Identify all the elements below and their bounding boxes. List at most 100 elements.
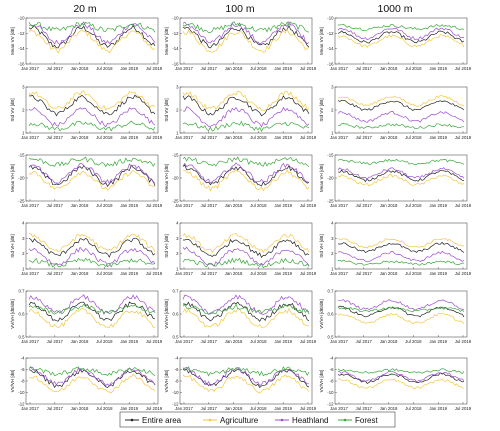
series-line: [182, 232, 310, 254]
x-tick-label: Jan 2017: [21, 135, 39, 140]
y-tick-label: 4: [22, 221, 25, 226]
plot-area: [334, 357, 468, 405]
x-tick-label: Jul 2017: [356, 406, 373, 411]
y-tick-label: -6: [330, 367, 334, 372]
y-tick-label: -25: [327, 199, 334, 204]
series-line: [182, 95, 310, 117]
y-tick-label: 1: [176, 267, 179, 272]
x-tick-label: Jan 2019: [274, 135, 292, 140]
y-tick-label: -15: [327, 153, 334, 158]
x-tick-label: Jan 2017: [330, 406, 348, 411]
y-axis-label: VV/VH [dB]: [164, 370, 169, 393]
x-tick-label: Jul 2017: [47, 135, 64, 140]
y-tick-label: 3: [22, 85, 25, 90]
y-tick-label: 1: [22, 131, 25, 136]
x-tick-label: Jan 2017: [175, 271, 193, 276]
x-tick-label: Jul 2019: [300, 135, 317, 140]
series-line: [28, 164, 156, 187]
y-tick-label: -14: [327, 46, 334, 51]
series-line: [182, 21, 310, 33]
x-tick-label: Jan 2018: [71, 203, 89, 208]
y-tick-label: -10: [18, 390, 25, 395]
series-line: [183, 301, 310, 323]
y-axis-label: Std VV [dB]: [10, 98, 15, 121]
subplot: 1 2 3 Std VV [dB] Jan 2017 Jul 2017 Jan 2018 Ju…: [164, 85, 317, 141]
series-line: [182, 24, 310, 49]
subplot: -25 -20 -15 Mean VH [dB] Jan 2017 Jul 2017 Jan…: [164, 153, 317, 209]
x-tick-label: Jul 2018: [96, 339, 113, 344]
series-line: [28, 163, 156, 185]
y-tick-label: -20: [327, 176, 334, 181]
series-line: [337, 174, 465, 187]
y-tick-label: 1: [331, 267, 334, 272]
y-tick-label: 2: [22, 251, 25, 256]
x-tick-label: Jul 2019: [300, 271, 317, 276]
x-tick-label: Jul 2017: [201, 406, 218, 411]
x-tick-label: Jul 2019: [300, 339, 317, 344]
x-tick-label: Jul 2018: [250, 406, 267, 411]
x-tick-label: Jan 2018: [71, 66, 89, 71]
y-tick-label: -25: [18, 199, 25, 204]
x-tick-label: Jan 2019: [274, 339, 292, 344]
y-tick-label: 1: [331, 131, 334, 136]
x-tick-label: Jan 2019: [429, 271, 447, 276]
y-tick-label: -10: [327, 390, 334, 395]
x-tick-label: Jul 2017: [47, 203, 64, 208]
series-line: [337, 299, 465, 311]
series-line: [182, 120, 310, 132]
y-tick-label: -12: [18, 31, 25, 36]
x-tick-label: Jul 2019: [146, 135, 163, 140]
y-axis-label: VV/VH [dB/dB]: [164, 299, 169, 329]
plot-area: [179, 17, 313, 65]
series-line: [337, 238, 465, 249]
x-tick-label: Jul 2019: [455, 339, 472, 344]
x-tick-label: Jan 2019: [429, 203, 447, 208]
x-tick-label: Jul 2017: [356, 203, 373, 208]
series-line: [28, 24, 156, 49]
y-tick-label: 0.5: [328, 335, 335, 340]
series-line: [182, 246, 310, 267]
series-line: [337, 306, 465, 313]
subplot: 1 2 3 4 Std VH [dB] Jan 2017 Jul 2017 Jan 2018 J…: [164, 221, 317, 277]
x-tick-label: Jul 2017: [201, 271, 218, 276]
y-tick-label: 3: [331, 85, 334, 90]
x-tick-label: Jan 2017: [21, 66, 39, 71]
series-line: [182, 164, 310, 187]
series-line: [182, 28, 310, 53]
x-tick-label: Jan 2017: [330, 271, 348, 276]
x-tick-label: Jul 2017: [201, 203, 218, 208]
y-tick-label: -4: [330, 356, 334, 361]
subplot: -16 -14 -12 -10 Mean VV [dB] Jan 2017 Jul 2017…: [319, 16, 472, 72]
y-axis-label: Std VH [dB]: [10, 234, 15, 258]
x-tick-label: Jul 2018: [250, 203, 267, 208]
y-tick-label: -14: [172, 46, 179, 51]
y-axis-label: Mean VV [dB]: [319, 27, 324, 55]
x-tick-label: Jul 2017: [356, 135, 373, 140]
x-tick-label: Jan 2019: [120, 66, 138, 71]
plot-area: [25, 357, 159, 405]
subplot: -12 -10 -8 -6 -4 VV/VH [dB] Jan 2017 Jul 2017 Ja…: [164, 356, 317, 412]
legend-label: Agriculture: [220, 416, 259, 425]
x-tick-label: Jul 2018: [96, 66, 113, 71]
x-tick-label: Jul 2019: [455, 406, 472, 411]
x-tick-label: Jul 2019: [146, 271, 163, 276]
x-tick-label: Jan 2019: [429, 135, 447, 140]
series-line: [337, 123, 465, 130]
column-title: 20 m: [73, 3, 97, 15]
y-tick-label: 0.7: [173, 289, 180, 294]
series-line: [182, 162, 310, 184]
series-line: [28, 21, 156, 33]
series-line: [28, 294, 156, 315]
series-line: [28, 246, 156, 268]
y-tick-label: 3: [331, 236, 334, 241]
x-tick-label: Jul 2018: [96, 135, 113, 140]
x-tick-label: Jul 2018: [405, 66, 422, 71]
x-tick-label: Jan 2018: [380, 135, 398, 140]
y-tick-label: 4: [176, 221, 179, 226]
legend-marker: [280, 418, 284, 422]
legend: Entire area Agriculture Heathland Forest: [119, 411, 396, 428]
series-line: [28, 94, 156, 117]
y-tick-label: -8: [21, 379, 25, 384]
x-tick-label: Jan 2019: [120, 203, 138, 208]
x-tick-label: Jan 2017: [21, 406, 39, 411]
